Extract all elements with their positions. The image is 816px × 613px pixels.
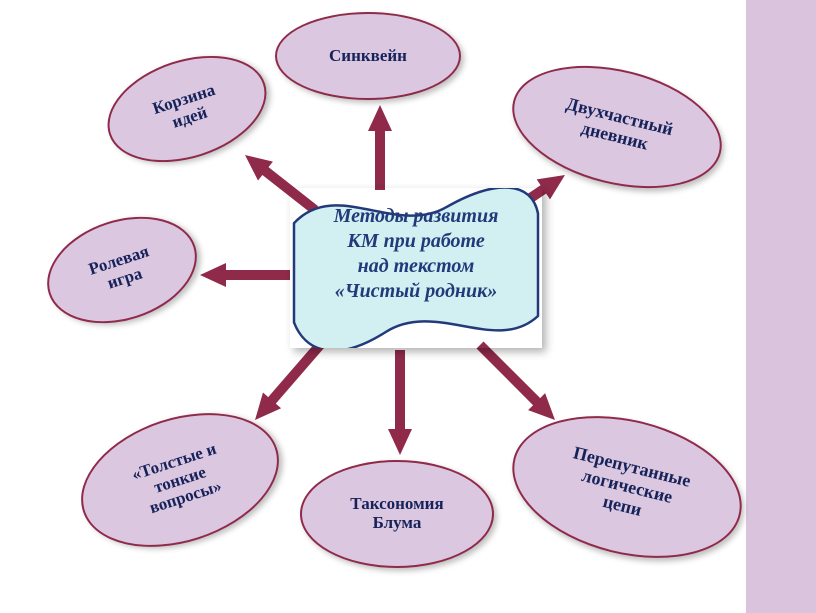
node-rolevaya: Ролеваяигра [33,199,210,342]
node-korzina: Корзинаидей [94,37,280,181]
arrow-bloom [388,350,412,455]
arrow-rolevaya [200,263,290,287]
diagram-stage: Синквейн Корзинаидей Двухчастныйдневник Рол… [0,0,816,613]
center-title: Методы развитияКМ при работенад текстом«… [290,204,542,304]
node-label: Синквейн [329,47,407,66]
node-label: Перепутанныелогическиецепи [561,444,692,531]
node-label: Корзинаидей [151,81,224,137]
arrow-tolstye [255,342,324,420]
decorative-side-strip [746,0,816,613]
node-label: «Толстые итонкиевопросы» [130,440,231,520]
node-dnevnik: Двухчастныйдневник [499,46,734,208]
node-label: Ролеваяигра [87,243,158,298]
node-tolstye: «Толстые итонкиевопросы» [64,390,296,571]
node-label: ТаксономияБлума [350,495,443,532]
arrow-sinkvein [368,105,392,190]
arrow-cepi [477,342,556,421]
node-cepi: Перепутанныелогическиецепи [497,394,756,581]
node-sinkvein: Синквейн [275,12,461,100]
node-label: Двухчастныйдневник [559,95,675,160]
node-bloom: ТаксономияБлума [300,460,494,568]
center-topic: Методы развитияКМ при работенад текстом«… [290,188,542,348]
